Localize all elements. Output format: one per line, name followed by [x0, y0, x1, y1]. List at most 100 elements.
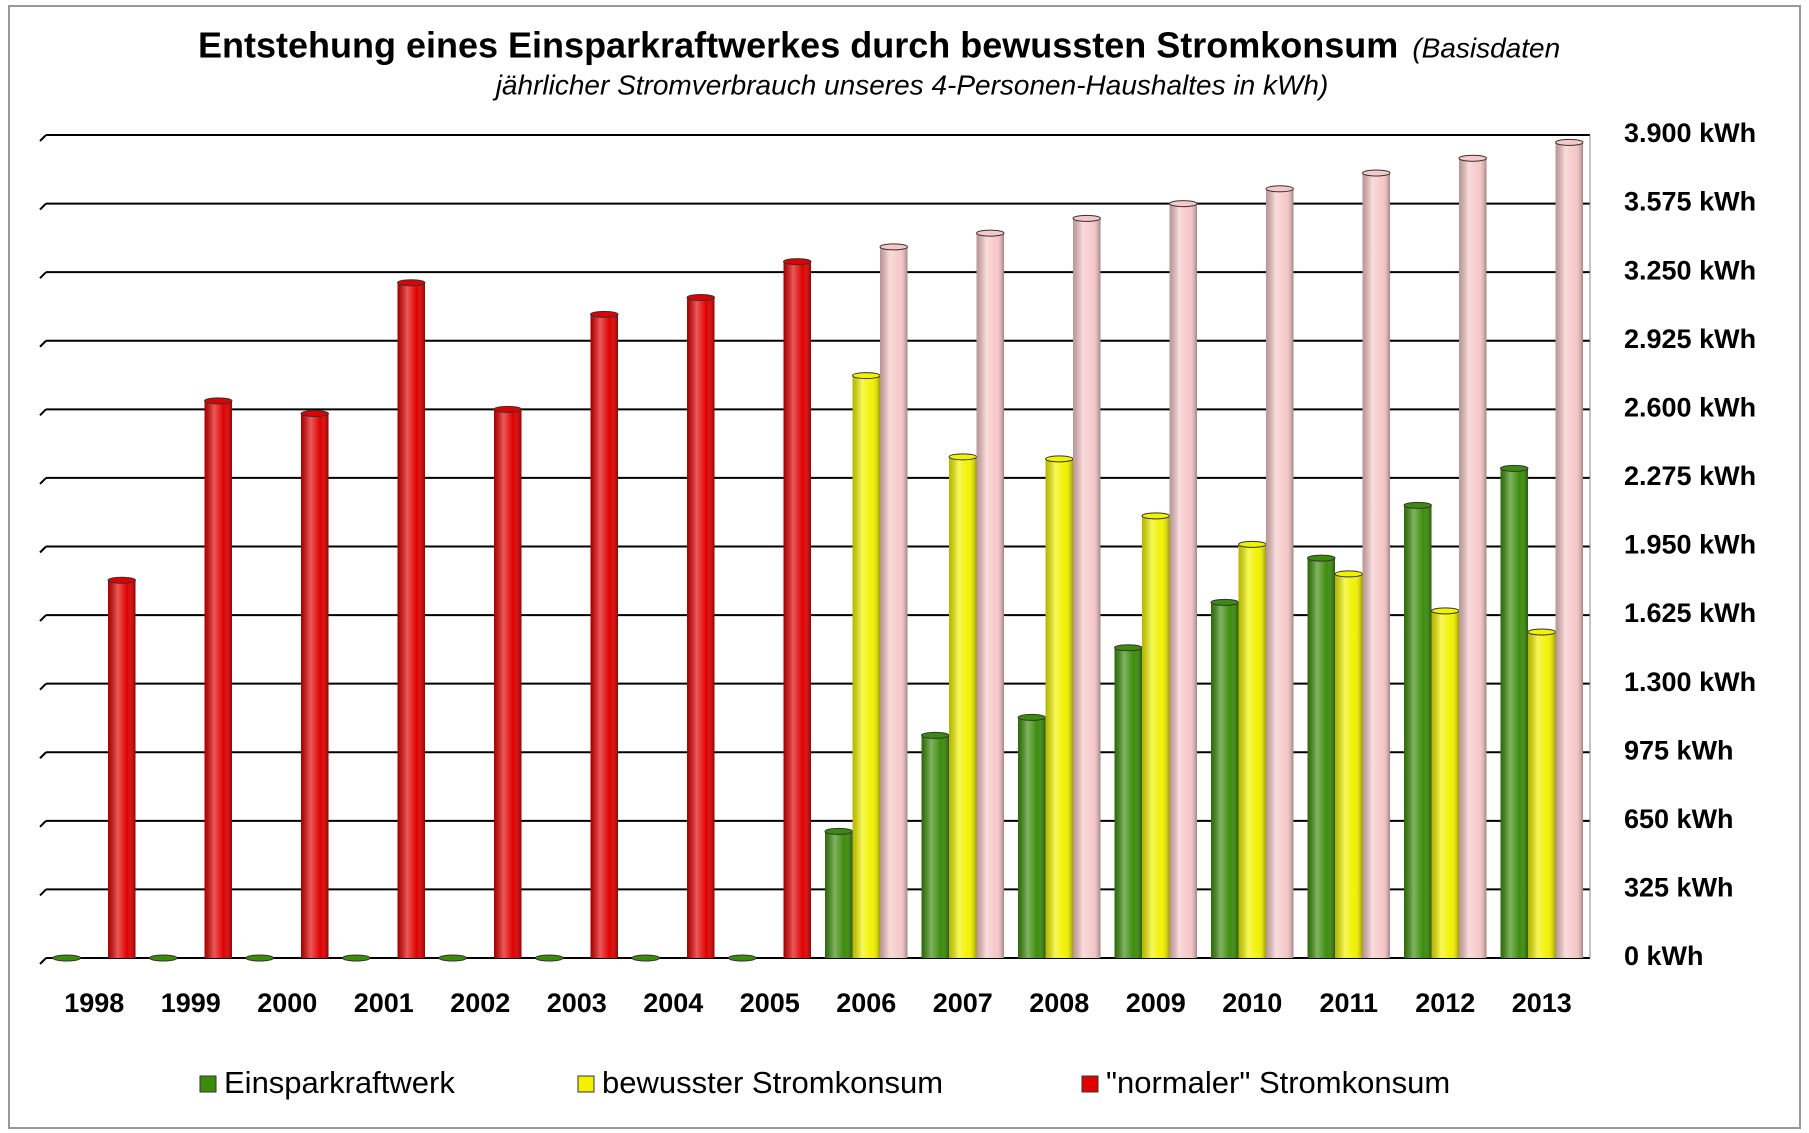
- bar-shading: [108, 580, 136, 958]
- bar-shading: [687, 297, 715, 958]
- bar-cap: [1334, 570, 1364, 578]
- x-tick-label: 2003: [547, 988, 607, 1018]
- chart-title: Entstehung eines Einsparkraftwerkes durc…: [198, 25, 1398, 66]
- tick-mark: [39, 271, 47, 279]
- bar-shading: [824, 831, 853, 958]
- bar-shading: [1114, 647, 1142, 958]
- tick-mark: [39, 614, 47, 622]
- y-tick-label: 2.275 kWh: [1624, 461, 1756, 491]
- bar-cap: [1237, 540, 1267, 548]
- bar-shading: [1403, 505, 1432, 958]
- bar-cap: [1362, 169, 1391, 177]
- bar-cap: [1458, 154, 1488, 162]
- bar-cap: [1169, 200, 1198, 208]
- bar-cap: [397, 279, 426, 287]
- bar-cap: [948, 453, 978, 461]
- bar-cap: [1527, 628, 1557, 636]
- bar-cap: [727, 954, 757, 962]
- bar-shading: [1073, 218, 1101, 959]
- bar-shading: [880, 246, 908, 959]
- bar-shading: [204, 400, 233, 958]
- y-tick-label: 2.925 kWh: [1624, 324, 1756, 354]
- x-tick-label: 2004: [643, 988, 703, 1018]
- bar-shading: [397, 282, 426, 958]
- bar-shading: [1500, 468, 1528, 958]
- legend-swatch: [1081, 1075, 1099, 1093]
- tick-mark: [39, 682, 47, 691]
- x-tick-label: 1999: [161, 988, 221, 1018]
- tick-mark: [39, 888, 47, 897]
- bar-cap: [1306, 554, 1336, 562]
- bar-cap: [976, 229, 1005, 237]
- x-tick-label: 2007: [933, 988, 993, 1018]
- bar-cap: [1430, 607, 1460, 615]
- legend-label: "normaler" Stromkonsum: [1106, 1065, 1450, 1100]
- y-tick-label: 975 kWh: [1624, 735, 1734, 765]
- x-tick-label: 1998: [64, 988, 124, 1018]
- bar-shading: [590, 314, 619, 958]
- bar-shading: [1141, 515, 1170, 958]
- bar-cap: [1141, 512, 1171, 520]
- bar-cap: [438, 954, 467, 962]
- tick-mark: [39, 751, 47, 759]
- bar-shading: [1527, 631, 1556, 958]
- tick-mark: [39, 957, 47, 965]
- legend-label: bewusster Stromkonsum: [602, 1065, 943, 1100]
- bar-cap: [1265, 185, 1295, 193]
- tick-mark: [39, 477, 47, 485]
- legend-label: Einsparkraftwerk: [224, 1065, 455, 1100]
- bar-shading: [1045, 458, 1074, 958]
- tick-mark: [39, 820, 47, 828]
- x-tick-label: 2000: [257, 988, 317, 1018]
- tick-mark: [39, 408, 47, 417]
- tick-mark: [39, 202, 47, 211]
- tick-mark: [39, 340, 47, 348]
- bar-shading: [948, 456, 977, 958]
- y-tick-label: 3.900 kWh: [1624, 118, 1756, 148]
- x-tick-label: 2006: [836, 988, 896, 1018]
- bar-shading: [1334, 573, 1363, 958]
- legend-swatch: [577, 1075, 595, 1093]
- bar-shading: [1431, 610, 1460, 958]
- bar-shading: [494, 409, 522, 958]
- bar-cap: [631, 954, 660, 962]
- bar-cap: [1044, 455, 1074, 463]
- bar-cap: [824, 827, 853, 835]
- bar-cap: [1403, 501, 1432, 509]
- bar-shading: [1459, 158, 1487, 958]
- bar-cap: [686, 293, 716, 301]
- x-tick-label: 2010: [1222, 988, 1282, 1018]
- bar-shading: [976, 233, 1005, 958]
- bar-cap: [534, 954, 564, 962]
- bar-cap: [1017, 713, 1046, 721]
- chart-subtitle: jährlicher Stromverbrauch unseres 4-Pers…: [492, 69, 1329, 100]
- bar-cap: [107, 576, 137, 584]
- bar-shading: [783, 261, 812, 959]
- bar-cap: [920, 731, 950, 739]
- bar-cap: [590, 310, 619, 318]
- bar-cap: [783, 258, 812, 266]
- bar-cap: [204, 397, 233, 405]
- bar-shading: [1266, 188, 1294, 959]
- y-tick-label: 1.300 kWh: [1624, 667, 1756, 697]
- x-tick-label: 2008: [1029, 988, 1089, 1018]
- y-tick-label: 3.575 kWh: [1624, 187, 1756, 217]
- y-tick-label: 0 kWh: [1624, 941, 1704, 971]
- bar-shading: [1017, 717, 1046, 958]
- bar-cap: [1555, 138, 1584, 146]
- legend-swatch: [199, 1075, 217, 1093]
- bar-shading: [921, 735, 949, 958]
- bar-cap: [879, 243, 909, 251]
- y-tick-label: 650 kWh: [1624, 804, 1734, 834]
- bar-shading: [1307, 558, 1335, 958]
- bar-shading: [1210, 602, 1239, 958]
- x-tick-label: 2001: [354, 988, 414, 1018]
- bar-cap: [851, 372, 881, 380]
- y-tick-label: 3.250 kWh: [1624, 255, 1756, 285]
- bar-shading: [1238, 544, 1267, 958]
- bar-cap: [493, 405, 523, 413]
- y-tick-label: 2.600 kWh: [1624, 392, 1756, 422]
- bar-cap: [148, 954, 178, 962]
- x-tick-label: 2011: [1319, 988, 1378, 1018]
- bar-shading: [1169, 203, 1198, 959]
